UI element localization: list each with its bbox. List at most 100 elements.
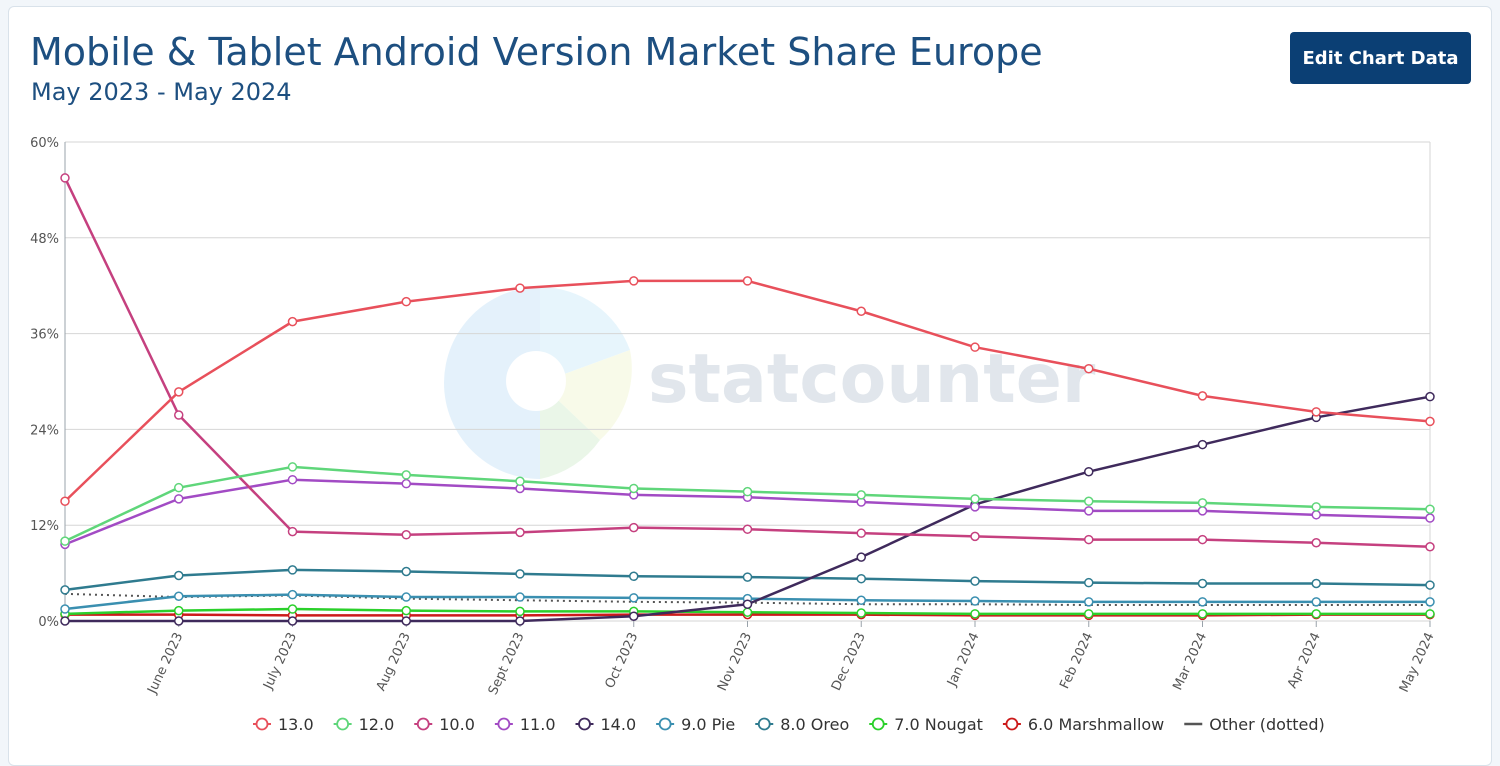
data-point: [629, 611, 639, 621]
data-point: [1425, 513, 1435, 523]
x-tick-label: May 2024: [1397, 630, 1438, 694]
legend-marker-icon: [497, 717, 511, 731]
data-point: [60, 536, 70, 546]
legend-marker-icon: [416, 717, 430, 731]
series-lines: [60, 173, 1435, 626]
data-point: [1197, 578, 1208, 589]
data-point: [174, 570, 184, 581]
y-tick-label: 48%: [30, 232, 59, 247]
x-tick-label: Feb 2024: [1057, 630, 1096, 691]
watermark-hole: [506, 351, 566, 411]
watermark-text: statcounter: [648, 340, 1096, 419]
series-10-0: [60, 173, 1435, 552]
series-14-0: [60, 391, 1435, 626]
data-point: [1084, 534, 1094, 545]
data-point: [970, 502, 980, 512]
data-point: [629, 276, 639, 286]
data-point: [1425, 504, 1435, 514]
data-point: [970, 494, 980, 504]
data-point: [60, 496, 70, 506]
x-tick-label: Jan 2024: [944, 630, 982, 689]
data-point: [1084, 466, 1094, 477]
data-point: [1197, 597, 1208, 607]
data-point: [401, 616, 411, 626]
legend-label: 13.0: [278, 715, 314, 734]
data-point: [856, 306, 866, 316]
data-point: [515, 476, 525, 487]
series-8-0-oreo: [60, 565, 1435, 595]
legend-item[interactable]: 8.0 Oreo: [755, 715, 849, 734]
data-point: [856, 552, 866, 562]
data-point: [970, 342, 980, 352]
data-point: [1425, 609, 1435, 619]
data-point: [1197, 534, 1208, 545]
legend-marker-icon: [871, 717, 885, 731]
data-point: [174, 494, 184, 504]
data-point: [1197, 506, 1208, 516]
y-tick-label: 24%: [30, 423, 59, 438]
legend-item[interactable]: 12.0: [333, 715, 395, 734]
legend-item[interactable]: 6.0 Marshmallow: [1002, 715, 1164, 734]
x-tick-label: Sept 2023: [486, 630, 528, 697]
x-tick-label: June 2023: [145, 630, 187, 697]
x-tick-label: Oct 2023: [603, 630, 642, 690]
chart-panel: [8, 6, 1492, 766]
data-point: [629, 522, 639, 533]
legend-marker-icon: [757, 717, 771, 731]
x-tick-label: Aug 2023: [374, 630, 414, 693]
watermark-segment: [540, 287, 630, 383]
x-tick-label: July 2023: [260, 630, 300, 692]
data-point: [287, 526, 298, 537]
legend-label: 7.0 Nougat: [894, 715, 983, 734]
data-point: [174, 387, 184, 397]
data-point: [401, 530, 411, 540]
data-point: [856, 608, 866, 618]
data-point: [1311, 502, 1321, 512]
legend-item[interactable]: 9.0 Pie: [656, 715, 735, 734]
legend-item[interactable]: 10.0: [414, 715, 475, 734]
watermark-segment: [540, 383, 600, 479]
legend-item[interactable]: Other (dotted): [1184, 715, 1325, 734]
data-point: [970, 531, 980, 542]
data-point: [1311, 609, 1321, 619]
legend-item[interactable]: 7.0 Nougat: [869, 715, 983, 734]
legend-item[interactable]: 14.0: [575, 715, 637, 734]
data-point: [1311, 597, 1321, 607]
legend-marker-icon: [255, 717, 269, 731]
legend-label: 11.0: [520, 715, 556, 734]
legend-label: 12.0: [359, 715, 395, 734]
x-tick-label: Nov 2023: [715, 630, 755, 693]
watermark-segment: [540, 350, 632, 440]
data-point: [1084, 577, 1094, 588]
data-point: [287, 616, 298, 626]
data-point: [515, 606, 525, 617]
legend: 13.0 12.0 10.0 11.0 14.0 9.0 Pie 8.0 Oreo 7.0 N…: [253, 715, 1325, 734]
data-point: [515, 616, 525, 626]
series-11-0: [60, 474, 1435, 550]
y-axis-ticks: 0% 12% 24% 36% 48% 60%: [30, 136, 59, 630]
data-point: [1084, 363, 1094, 374]
statcounter-watermark: statcounter: [444, 287, 1096, 479]
data-point: [60, 585, 70, 595]
data-point: [287, 565, 298, 575]
data-point: [1425, 416, 1435, 427]
chart-title: Mobile & Tablet Android Version Market S…: [30, 30, 1043, 74]
legend-item[interactable]: 11.0: [494, 715, 556, 734]
data-point: [970, 609, 980, 619]
data-point: [629, 483, 639, 494]
series-12-0: [60, 462, 1435, 546]
legend-item[interactable]: 13.0: [253, 715, 314, 734]
data-point: [742, 486, 753, 497]
data-point: [174, 410, 184, 420]
x-tick-label: Mar 2024: [1170, 630, 1210, 692]
data-point: [1084, 506, 1094, 516]
edit-chart-data-button[interactable]: Edit Chart Data: [1290, 32, 1471, 84]
y-tick-label: 12%: [30, 519, 59, 534]
data-point: [629, 571, 639, 582]
data-point: [1311, 407, 1321, 417]
data-point: [970, 576, 980, 586]
legend-label: 6.0 Marshmallow: [1028, 715, 1164, 734]
data-point: [174, 616, 184, 626]
data-point: [401, 470, 411, 480]
series-13-0: [60, 276, 1435, 506]
